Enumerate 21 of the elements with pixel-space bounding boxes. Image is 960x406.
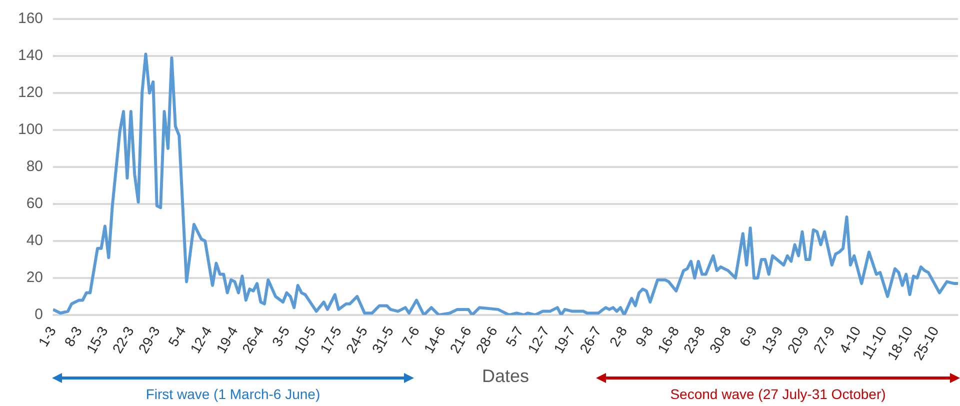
x-tick-label: 2-8 [606, 323, 630, 350]
x-tick-label: 1-3 [34, 323, 60, 350]
x-tick-label: 9-8 [632, 323, 656, 350]
y-tick-label: 20 [26, 269, 44, 286]
x-tick-label: 7-6 [398, 323, 423, 350]
text: First wave (1 March-6 June) [144, 386, 322, 402]
x-tick-label: 5-4 [164, 323, 189, 350]
y-tick-label: 100 [18, 121, 44, 138]
y-tick-label: 120 [18, 84, 44, 102]
y-tick-label: 60 [26, 195, 44, 212]
text: Second wave (27 July-31 October) [669, 386, 887, 402]
x-tick-label: 6-9 [736, 323, 760, 350]
y-tick-label: 0 [34, 306, 44, 324]
y-tick-label: 40 [26, 232, 44, 250]
x-tick-label: 3-5 [268, 323, 293, 350]
x-axis-title: Dates [482, 366, 530, 386]
y-tick-label: 160 [18, 10, 44, 28]
x-tick-label: 5-7 [502, 323, 526, 350]
y-tick-label: 140 [18, 47, 44, 64]
y-tick-label: 80 [26, 158, 44, 176]
x-tick-label: 8-3 [60, 323, 86, 350]
